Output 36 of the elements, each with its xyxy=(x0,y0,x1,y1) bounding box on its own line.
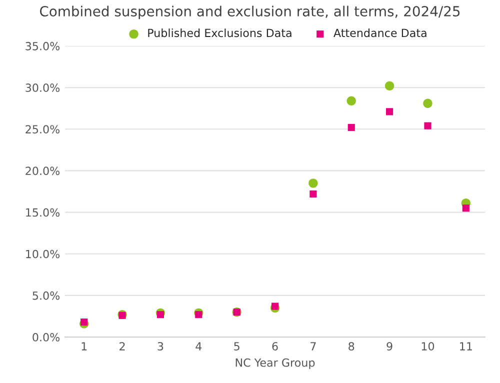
y-tick-label: 0.0% xyxy=(32,333,60,342)
x-tick-label: 4 xyxy=(196,342,202,350)
legend-label: Published Exclusions Data xyxy=(148,28,292,38)
x-tick-label: 1 xyxy=(82,342,87,350)
point xyxy=(271,302,279,310)
x-tick-label: 2 xyxy=(120,342,125,350)
x-tick-label: 8 xyxy=(348,342,354,350)
x-tick-label: 3 xyxy=(158,342,164,350)
point xyxy=(310,190,317,198)
y-tick-label: 10.0% xyxy=(26,250,60,258)
y-tick-label: 25.0% xyxy=(26,125,60,134)
x-tick-label: 6 xyxy=(272,342,278,350)
point xyxy=(195,311,202,318)
y-tick-label: 35.0% xyxy=(26,42,60,50)
y-tick-label: 5.0% xyxy=(32,291,60,300)
x-tick-label: 10 xyxy=(422,342,434,350)
y-tick-label: 15.0% xyxy=(26,208,60,217)
point xyxy=(80,318,88,326)
chart-title: Combined suspension and exclusion rate, all terms, 2024/25 xyxy=(40,6,460,20)
point xyxy=(386,108,394,116)
x-tick-label: 5 xyxy=(234,342,240,350)
point xyxy=(424,122,432,130)
x-tick-label: 11 xyxy=(460,342,472,350)
point xyxy=(348,124,355,132)
point xyxy=(308,178,318,188)
x-axis-title: NC Year Group xyxy=(236,358,315,369)
y-tick-label: 20.0% xyxy=(26,166,60,176)
point xyxy=(462,204,470,212)
point xyxy=(156,311,164,318)
point xyxy=(384,81,394,90)
point xyxy=(423,98,432,108)
point xyxy=(346,96,356,106)
x-tick-label: 9 xyxy=(386,342,392,350)
legend-label: Attendance Data xyxy=(334,28,426,38)
x-tick-label: 7 xyxy=(310,342,316,350)
y-tick-label: 30.0% xyxy=(26,84,60,92)
